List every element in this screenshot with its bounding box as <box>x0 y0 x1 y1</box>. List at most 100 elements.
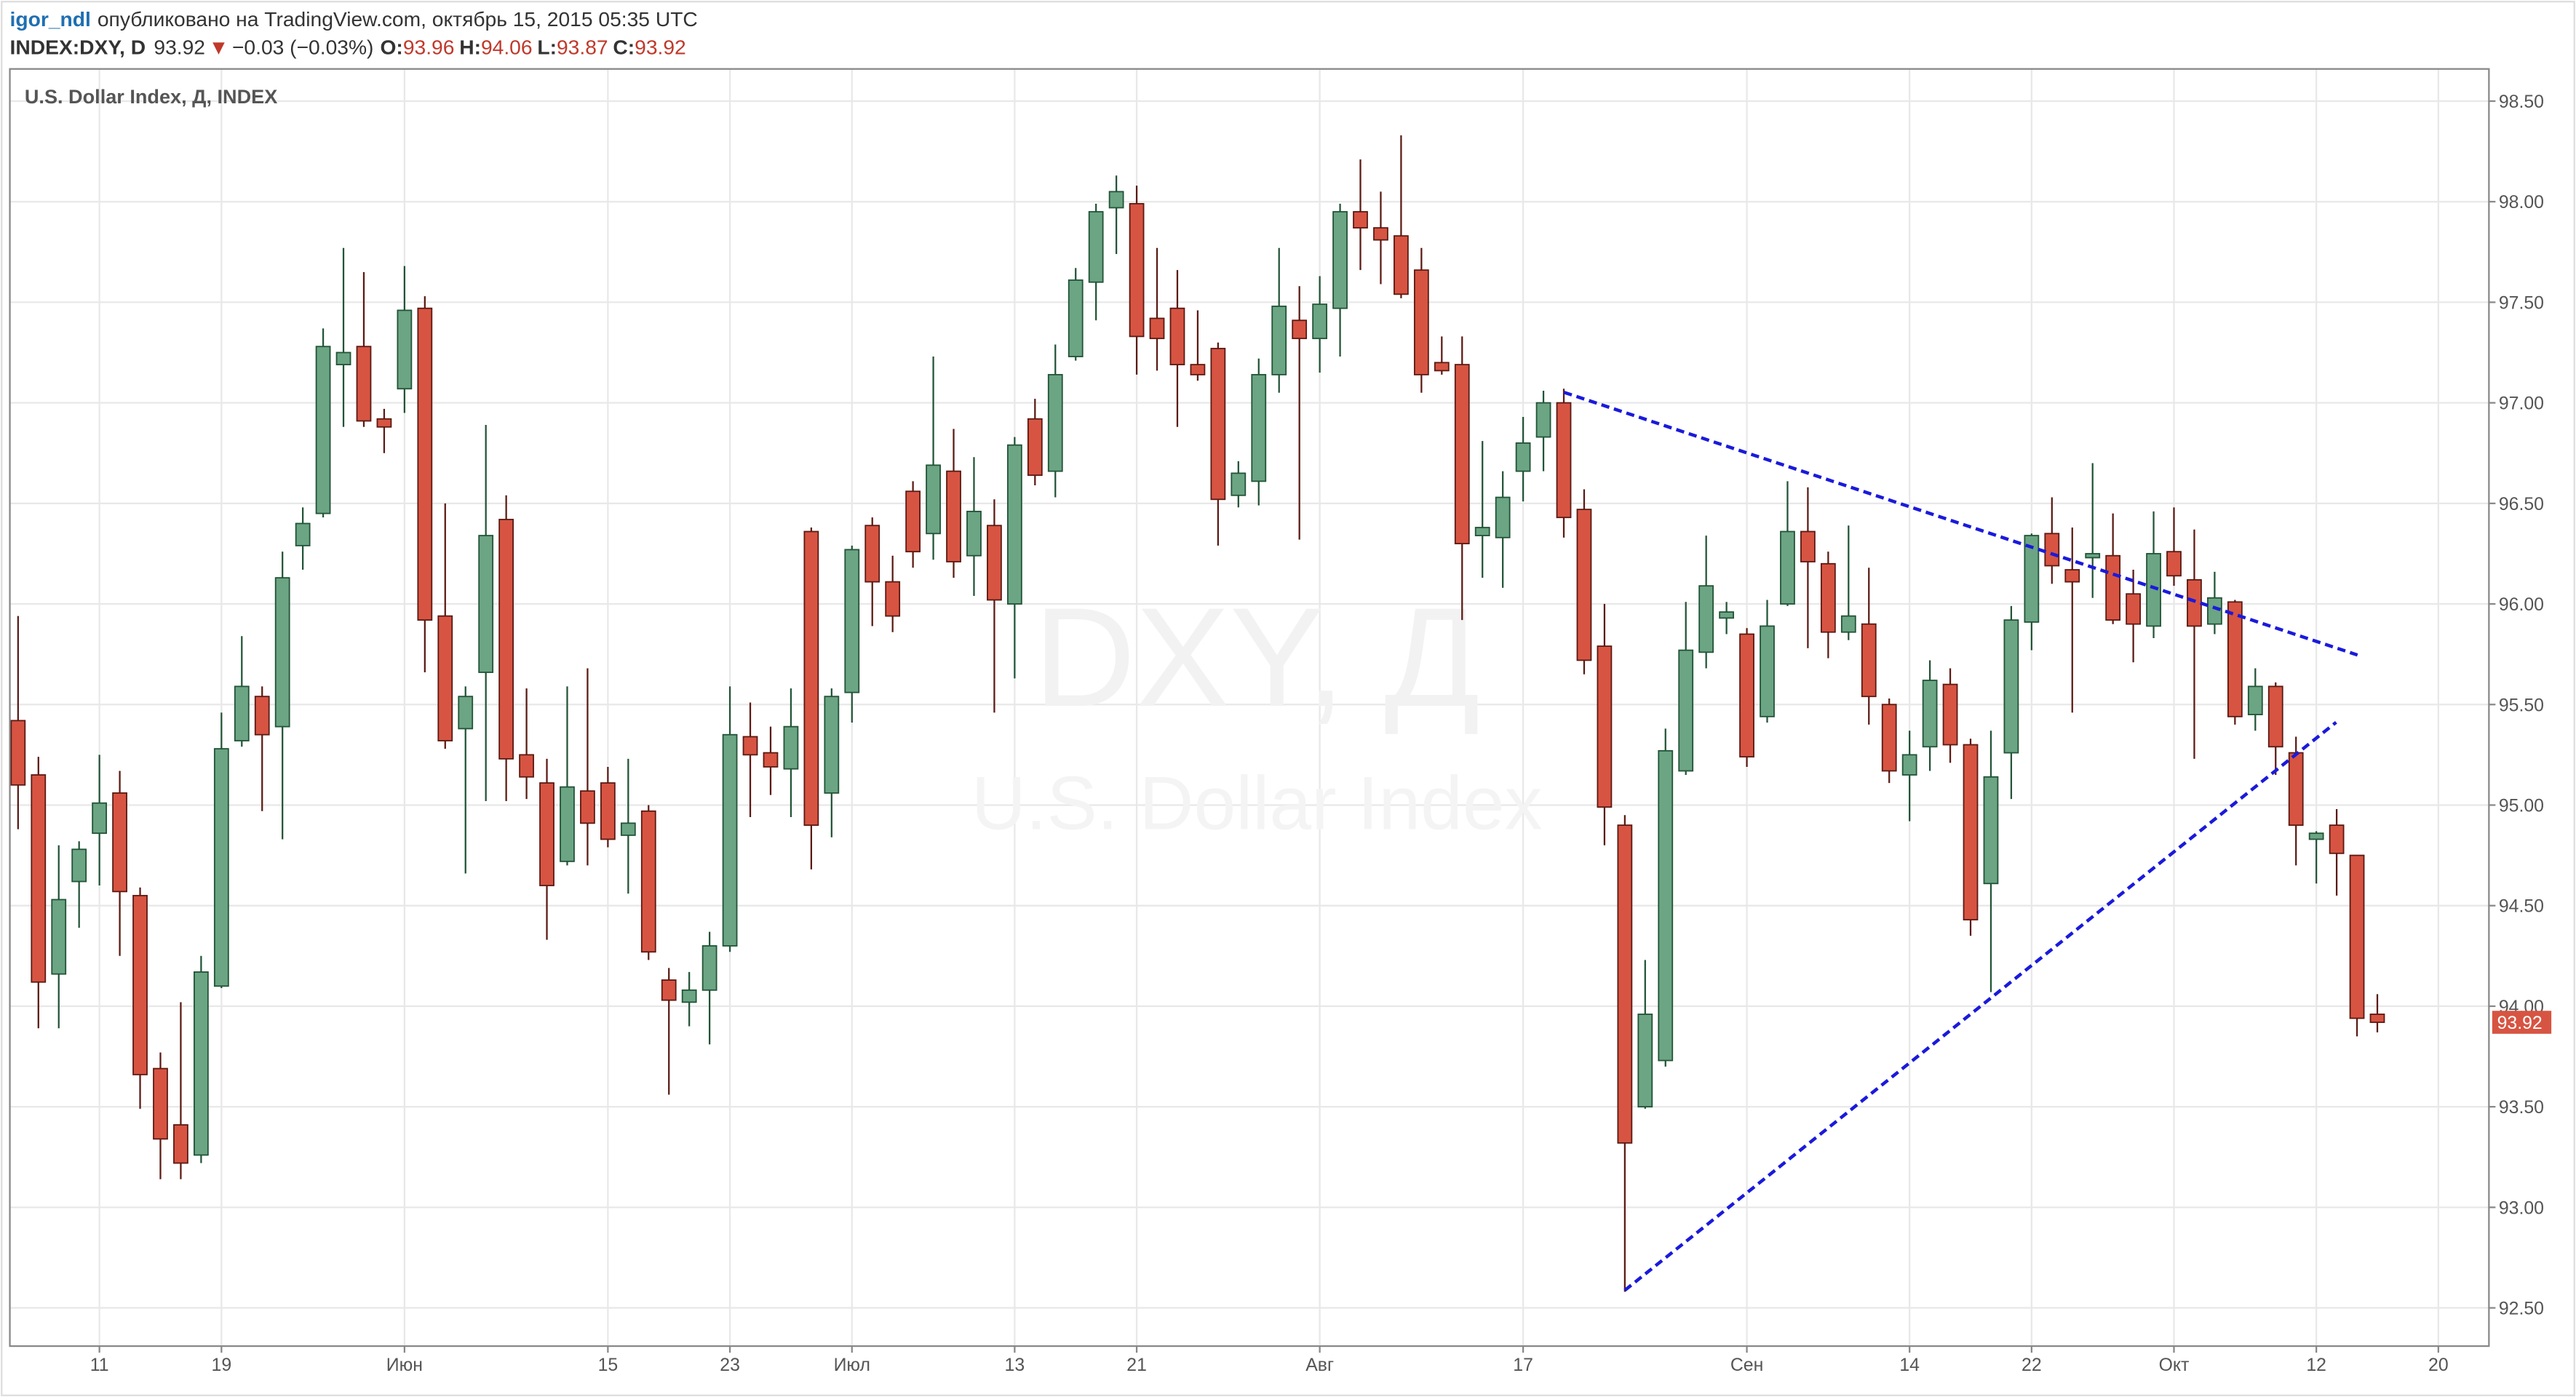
candle-body <box>1332 211 1348 309</box>
candle-body <box>722 733 738 947</box>
candle-body <box>1637 1014 1653 1108</box>
candle-body <box>254 696 270 736</box>
l-label: L: <box>537 35 557 58</box>
candle-body <box>580 790 595 824</box>
candle-body <box>1292 319 1308 340</box>
trend-line[interactable] <box>1563 391 2358 657</box>
axes: 92.5093.0093.5094.0094.5095.0095.5096.00… <box>90 92 2552 1375</box>
candle-body <box>1474 527 1490 536</box>
candle-body <box>783 725 799 770</box>
candle-body <box>824 696 840 794</box>
candle-body <box>1190 364 1206 375</box>
candle-body <box>437 615 453 741</box>
candle-body <box>2146 553 2161 627</box>
candle-body <box>1231 472 1247 496</box>
candle-body <box>1149 317 1165 340</box>
y-tick-label: 96.50 <box>2499 495 2544 514</box>
candle-body <box>1006 444 1022 605</box>
candle-body <box>1251 374 1267 482</box>
candle-body <box>295 522 311 546</box>
candle-body <box>600 782 616 840</box>
candle-body <box>1068 279 1084 357</box>
x-tick-label: 15 <box>598 1356 619 1375</box>
candle-body <box>1800 530 1816 562</box>
candle-body <box>153 1067 168 1140</box>
y-tick-label: 95.00 <box>2499 797 2544 816</box>
symbol: INDEX:DXY, D <box>10 35 146 58</box>
candle-body <box>519 754 534 778</box>
candle-body <box>1394 235 1409 295</box>
candle-body <box>2207 597 2222 625</box>
plot-frame <box>9 68 2490 1348</box>
y-tick-label: 95.50 <box>2499 696 2544 715</box>
candle-body <box>2247 685 2263 715</box>
candle-body <box>1169 307 1185 366</box>
candle-body <box>2288 752 2304 827</box>
candle-body <box>10 720 26 786</box>
c-label: C: <box>613 35 635 58</box>
o-label: O: <box>380 35 402 58</box>
y-tick-label: 96.00 <box>2499 595 2544 615</box>
x-tick-label: 23 <box>720 1356 740 1375</box>
trend-line[interactable] <box>1623 720 2337 1292</box>
candle-body <box>742 736 758 756</box>
candle-body <box>2369 1014 2385 1023</box>
h-label: H: <box>459 35 481 58</box>
last: 93.92 <box>154 35 205 58</box>
candle-body <box>946 470 961 562</box>
arrow: ▼ <box>209 35 229 58</box>
candle-body <box>2126 593 2141 625</box>
candle-body <box>681 989 697 1003</box>
candle-body <box>701 945 717 991</box>
o-value: 93.96 <box>403 35 455 58</box>
candle-body <box>193 971 209 1156</box>
candle-body <box>1739 633 1754 758</box>
candle-body <box>987 525 1002 601</box>
candle-body <box>1271 306 1287 375</box>
candle-body <box>560 786 575 862</box>
candle-body <box>1515 442 1531 472</box>
candle-body <box>966 510 982 557</box>
candle-body <box>1535 402 1551 438</box>
x-tick-label: Окт <box>2159 1356 2190 1375</box>
candle-body <box>498 519 514 760</box>
candle-body <box>1840 615 1856 633</box>
x-tick-label: 14 <box>1899 1356 1920 1375</box>
candle-body <box>1210 348 1226 501</box>
candle-body <box>905 490 921 553</box>
candle-body <box>1454 364 1470 545</box>
candle-body <box>71 848 87 883</box>
candle-body <box>1963 744 1979 920</box>
candle-body <box>661 979 677 1001</box>
candle-body <box>2227 601 2243 717</box>
candle-body <box>1047 374 1063 472</box>
candle-body <box>1820 562 1836 633</box>
candle-body <box>1617 824 1633 1144</box>
candle-body <box>2085 553 2101 559</box>
candle-body <box>1373 227 1388 241</box>
y-tick-label: 93.00 <box>2499 1198 2544 1218</box>
candle-body <box>2064 569 2080 583</box>
candle-body <box>1597 645 1613 808</box>
candle-body <box>864 525 880 583</box>
x-tick-label: Авг <box>1305 1356 1334 1375</box>
candle-body <box>92 802 108 835</box>
x-tick-label: 12 <box>2306 1356 2326 1375</box>
candle-body <box>1698 585 1714 653</box>
l-value: 93.87 <box>557 35 608 58</box>
candle-body <box>844 549 860 693</box>
x-tick-label: 13 <box>1005 1356 1025 1375</box>
watermark-name: U.S. Dollar Index <box>971 760 1543 845</box>
candle-body <box>1495 496 1511 538</box>
candle-body <box>417 307 433 621</box>
author[interactable]: igor_ndl <box>10 7 91 31</box>
candle-body <box>763 752 779 768</box>
candle-body <box>1922 680 1938 748</box>
candle-body <box>213 748 229 987</box>
candle-body <box>478 535 494 673</box>
candle-body <box>885 581 901 617</box>
